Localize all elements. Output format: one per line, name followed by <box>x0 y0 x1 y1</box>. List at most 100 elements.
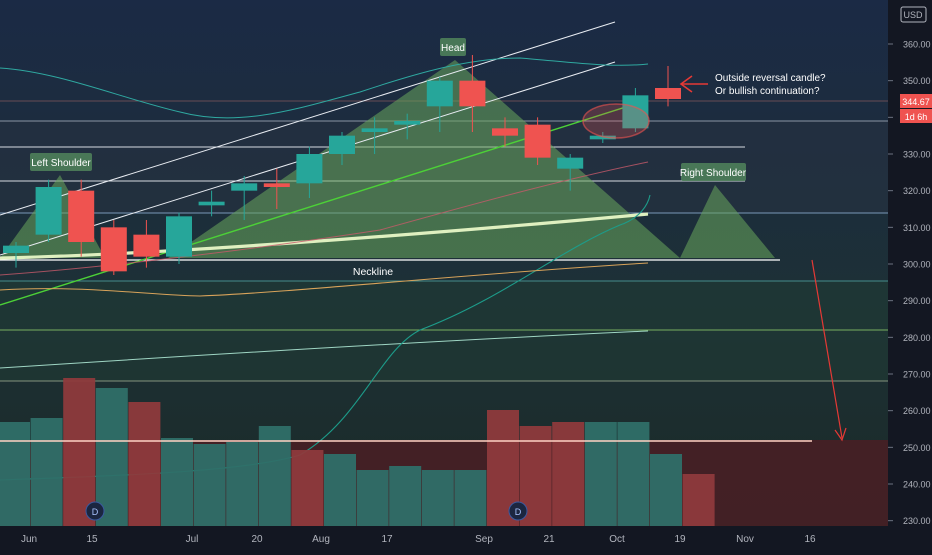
head-shoulders-pattern[interactable] <box>0 60 775 258</box>
volume-bar-2 <box>63 378 96 526</box>
volume-bar-9 <box>291 450 324 526</box>
candle-body <box>557 157 584 169</box>
right-shoulder-label: Right Shoulder <box>680 168 747 179</box>
volume-bar-13 <box>421 470 454 526</box>
candle-8[interactable] <box>263 168 290 209</box>
time-tick-label: Aug <box>312 534 330 545</box>
candle-body <box>68 190 95 242</box>
volume-bar-0 <box>0 422 30 526</box>
last-price: 344.67 <box>902 97 930 107</box>
candle-20[interactable] <box>655 66 681 107</box>
volume-bar-10 <box>324 454 356 526</box>
candle-body <box>492 128 518 136</box>
candle-body <box>394 121 421 125</box>
candle-13[interactable] <box>426 77 453 132</box>
candle-body <box>100 227 127 272</box>
volume-bar-1 <box>30 418 63 526</box>
time-tick-label: 17 <box>381 534 393 545</box>
dividend-markers[interactable]: D D <box>85 501 528 521</box>
candle-10[interactable] <box>329 132 355 165</box>
candle-14[interactable] <box>459 55 486 132</box>
price-axis[interactable]: 230.00 240.00 250.00 260.00 270.00 280.00 290.… <box>888 40 931 527</box>
candle-4[interactable] <box>133 220 160 268</box>
candle-body <box>296 154 323 184</box>
volume-bar-6 <box>193 444 226 526</box>
time-tick-label: Jul <box>186 534 199 545</box>
candle-11[interactable] <box>361 117 388 154</box>
time-tick-label: Sep <box>475 534 493 545</box>
time-tick-label: 19 <box>674 534 686 545</box>
highlight-ellipse <box>582 103 650 139</box>
volume-bar-21 <box>682 474 715 526</box>
price-tick-label: 260.00 <box>903 406 931 416</box>
candle-body <box>231 183 258 191</box>
candle-1[interactable] <box>35 179 62 242</box>
price-tick-label: 320.00 <box>903 186 931 196</box>
note-line-1: Outside reversal candle? <box>715 73 826 84</box>
price-tick-label: 270.00 <box>903 370 931 380</box>
time-tick-label: Jun <box>21 534 37 545</box>
volume-bar-4 <box>128 402 161 526</box>
volume-bar-11 <box>356 470 389 526</box>
volume-bar-8 <box>258 426 291 526</box>
time-tick-label: Oct <box>609 534 625 545</box>
candle-2[interactable] <box>68 179 95 257</box>
candle-12[interactable] <box>394 113 421 140</box>
time-tick-label: 15 <box>86 534 98 545</box>
time-axis-background <box>0 526 888 550</box>
bar-countdown: 1d 6h <box>905 112 928 122</box>
candle-18[interactable] <box>589 132 616 143</box>
candle-0[interactable] <box>3 242 29 268</box>
projection-arrow <box>811 259 847 442</box>
candle-body <box>524 124 551 158</box>
volume-bar-12 <box>389 466 422 526</box>
candle-6[interactable] <box>198 190 225 217</box>
pattern-labels: Head Left Shoulder Right Shoulder Neckli… <box>30 38 826 278</box>
candle-7[interactable] <box>231 176 258 220</box>
candle-body <box>166 216 192 257</box>
currency-box[interactable] <box>900 6 927 23</box>
note-line-2: Or bullish continuation? <box>715 86 820 97</box>
candle-body <box>361 128 388 132</box>
candle-body <box>263 183 290 187</box>
time-tick-label: 20 <box>251 534 263 545</box>
candle-body <box>198 201 225 206</box>
candle-body <box>329 135 355 154</box>
price-tick-label: 290.00 <box>903 296 931 306</box>
price-zone-band-lower <box>0 281 888 381</box>
candle-body <box>589 135 616 140</box>
price-axis-background <box>888 0 932 550</box>
candle-15[interactable] <box>492 117 518 147</box>
price-tick-label: 310.00 <box>903 223 931 233</box>
price-tick-label: 350.00 <box>903 76 931 86</box>
price-tick-label: 330.00 <box>903 150 931 160</box>
time-tick-label: Nov <box>736 534 754 545</box>
volume-bar-18 <box>584 422 617 526</box>
time-tick-label: 21 <box>543 534 555 545</box>
candle-body <box>426 80 453 107</box>
volume-bars <box>0 378 715 526</box>
dividend-marker-2: D <box>515 507 522 517</box>
candle-5[interactable] <box>166 212 192 264</box>
last-price-tag: 344.67 1d 6h <box>900 94 932 123</box>
candle-16[interactable] <box>524 117 551 165</box>
neckline-label: Neckline <box>353 266 393 278</box>
candle-body <box>655 88 681 99</box>
price-tick-label: 300.00 <box>903 260 931 270</box>
candle-9[interactable] <box>296 146 323 198</box>
price-tick-label: 250.00 <box>903 443 931 453</box>
note-arrow <box>679 75 708 93</box>
candlesticks[interactable] <box>3 55 681 275</box>
volume-bar-17 <box>552 422 585 526</box>
volume-bar-20 <box>650 454 682 526</box>
left-shoulder-label: Left Shoulder <box>31 158 91 169</box>
dividend-marker-1: D <box>92 507 99 517</box>
price-tick-label: 240.00 <box>903 480 931 490</box>
head-label: Head <box>441 43 465 54</box>
volume-bar-7 <box>226 442 259 526</box>
time-axis[interactable]: Jun 15 Jul 20 Aug 17 Sep 21 Oct 19 Nov 16 <box>21 534 816 545</box>
candle-3[interactable] <box>100 220 127 275</box>
candle-17[interactable] <box>557 154 584 191</box>
